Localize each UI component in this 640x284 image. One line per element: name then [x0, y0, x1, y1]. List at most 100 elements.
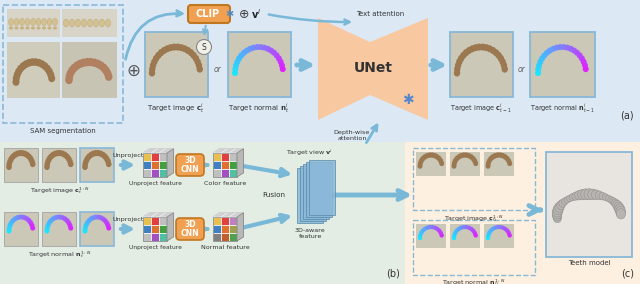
Ellipse shape [178, 44, 184, 51]
Polygon shape [370, 18, 428, 120]
Text: UNet: UNet [353, 61, 392, 75]
Text: CLIP: CLIP [196, 9, 220, 19]
Ellipse shape [80, 59, 87, 67]
Ellipse shape [13, 74, 20, 82]
Circle shape [58, 215, 63, 220]
FancyBboxPatch shape [176, 218, 204, 240]
Ellipse shape [94, 60, 102, 68]
Circle shape [544, 50, 550, 56]
Ellipse shape [6, 164, 12, 170]
Polygon shape [143, 149, 173, 153]
Ellipse shape [35, 59, 42, 67]
Ellipse shape [500, 153, 506, 158]
Text: Unproject feature: Unproject feature [129, 181, 181, 186]
Ellipse shape [479, 43, 486, 51]
Ellipse shape [60, 151, 65, 157]
Bar [229, 225, 237, 233]
Ellipse shape [161, 47, 167, 54]
Ellipse shape [8, 18, 13, 26]
Ellipse shape [436, 156, 442, 162]
Ellipse shape [602, 194, 609, 201]
Ellipse shape [438, 158, 444, 164]
Circle shape [102, 218, 108, 223]
Ellipse shape [486, 161, 491, 166]
Ellipse shape [466, 47, 472, 54]
Ellipse shape [32, 58, 39, 66]
Bar [151, 169, 159, 177]
Circle shape [67, 223, 72, 228]
Ellipse shape [464, 152, 469, 158]
Ellipse shape [435, 154, 440, 160]
Circle shape [440, 233, 444, 238]
Ellipse shape [502, 66, 508, 73]
FancyBboxPatch shape [530, 32, 595, 97]
Ellipse shape [467, 153, 472, 158]
Ellipse shape [99, 19, 104, 27]
Text: or: or [518, 66, 526, 74]
Circle shape [98, 215, 103, 220]
Ellipse shape [460, 52, 467, 59]
Ellipse shape [17, 150, 22, 156]
Polygon shape [143, 149, 157, 153]
FancyBboxPatch shape [450, 152, 480, 176]
Bar [143, 169, 151, 177]
Text: $\oplus$: $\oplus$ [126, 62, 140, 80]
Ellipse shape [42, 18, 47, 26]
Ellipse shape [29, 58, 36, 66]
Circle shape [535, 66, 541, 72]
Ellipse shape [193, 55, 199, 62]
Ellipse shape [608, 197, 614, 203]
Ellipse shape [420, 156, 425, 162]
Bar [151, 153, 159, 161]
Ellipse shape [52, 151, 58, 157]
Ellipse shape [175, 43, 181, 51]
Ellipse shape [572, 192, 579, 200]
Ellipse shape [93, 150, 99, 156]
Bar [143, 217, 167, 241]
Bar [159, 225, 167, 233]
Ellipse shape [149, 66, 156, 73]
Bar [221, 225, 229, 233]
Text: (c): (c) [621, 268, 634, 278]
Ellipse shape [156, 52, 162, 59]
Ellipse shape [42, 62, 49, 70]
Circle shape [251, 45, 257, 51]
Ellipse shape [70, 19, 74, 27]
Circle shape [503, 227, 508, 231]
Ellipse shape [29, 158, 35, 164]
Ellipse shape [468, 154, 474, 160]
FancyBboxPatch shape [546, 152, 632, 257]
Circle shape [493, 225, 497, 230]
Polygon shape [167, 149, 173, 177]
Circle shape [488, 229, 493, 233]
Bar [229, 233, 237, 241]
Text: Teeth model: Teeth model [568, 260, 611, 266]
Ellipse shape [73, 61, 81, 70]
Text: Target image $\mathbf{c}_0^{1:N}$: Target image $\mathbf{c}_0^{1:N}$ [444, 213, 504, 224]
Circle shape [452, 236, 456, 240]
Ellipse shape [36, 18, 41, 26]
Circle shape [196, 39, 211, 55]
Ellipse shape [48, 74, 55, 82]
Ellipse shape [81, 19, 86, 27]
Circle shape [487, 231, 492, 235]
Ellipse shape [486, 45, 493, 52]
FancyBboxPatch shape [62, 9, 117, 37]
Ellipse shape [452, 158, 458, 164]
Ellipse shape [499, 58, 506, 65]
Polygon shape [143, 213, 173, 217]
Ellipse shape [454, 156, 460, 162]
Ellipse shape [505, 156, 509, 162]
Ellipse shape [190, 52, 196, 59]
Bar [143, 217, 151, 225]
Circle shape [15, 215, 20, 220]
Ellipse shape [83, 158, 89, 164]
Ellipse shape [610, 198, 617, 205]
Ellipse shape [552, 211, 561, 221]
Circle shape [280, 66, 285, 72]
Ellipse shape [31, 18, 35, 26]
Circle shape [96, 215, 100, 220]
Ellipse shape [559, 199, 566, 207]
Circle shape [247, 46, 253, 52]
Ellipse shape [615, 204, 625, 215]
